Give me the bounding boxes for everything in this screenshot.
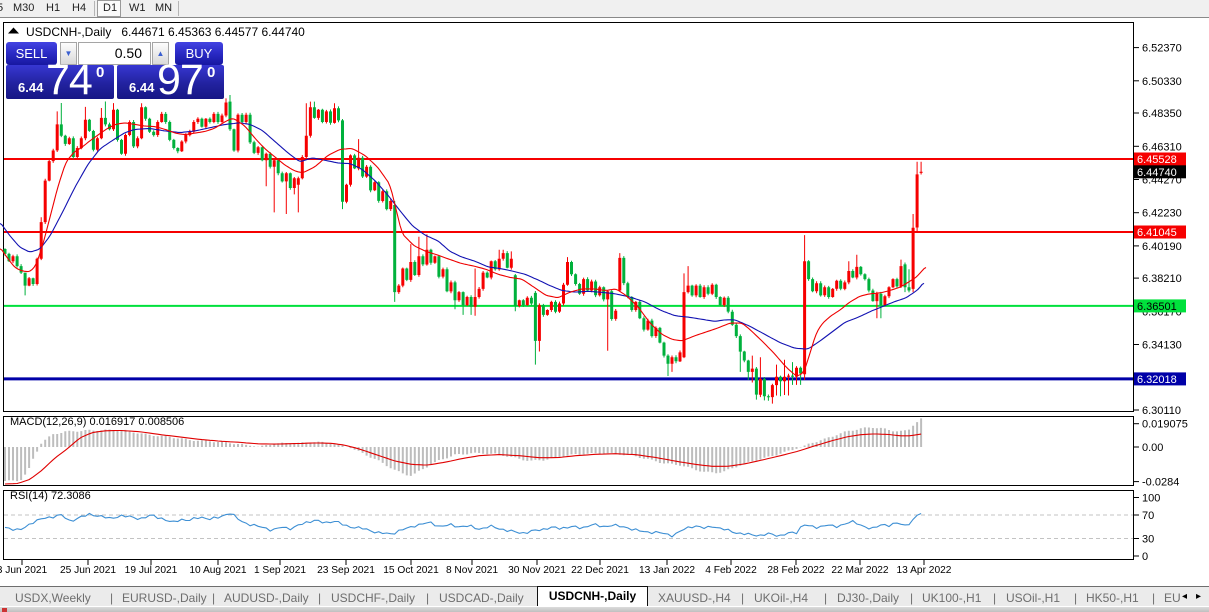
svg-text:13 Apr 2022: 13 Apr 2022: [897, 565, 952, 576]
svg-text:70: 70: [1142, 510, 1154, 522]
svg-text:6.40190: 6.40190: [1142, 241, 1182, 253]
svg-text:MACD(12,26,9) 0.016917 0.00850: MACD(12,26,9) 0.016917 0.008506: [10, 416, 184, 428]
svg-text:28 Feb 2022: 28 Feb 2022: [767, 565, 825, 576]
svg-text:6.38210: 6.38210: [1142, 273, 1182, 285]
svg-text:100: 100: [1142, 493, 1160, 505]
svg-text:3 Jun 2021: 3 Jun 2021: [0, 565, 48, 576]
svg-text:6.32018: 6.32018: [1137, 374, 1177, 386]
svg-text:6.46310: 6.46310: [1142, 141, 1182, 153]
svg-text:6.41045: 6.41045: [1137, 227, 1177, 239]
svg-text:USDCNH-,Daily 6.44671 6.4536: USDCNH-,Daily 6.44671 6.45363 6.44577 6.…: [26, 25, 305, 39]
svg-text:6.36501: 6.36501: [1137, 301, 1177, 313]
svg-text:0.019075: 0.019075: [1142, 419, 1188, 431]
svg-text:25 Jun 2021: 25 Jun 2021: [60, 565, 116, 576]
svg-text:6.30110: 6.30110: [1142, 405, 1181, 417]
svg-text:RSI(14) 72.3086: RSI(14) 72.3086: [10, 490, 91, 502]
svg-text:13 Jan 2022: 13 Jan 2022: [639, 565, 695, 576]
svg-text:30: 30: [1142, 534, 1154, 546]
svg-text:22 Mar 2022: 22 Mar 2022: [831, 565, 889, 576]
svg-text:15 Oct 2021: 15 Oct 2021: [383, 565, 439, 576]
svg-text:0.00: 0.00: [1142, 442, 1163, 454]
svg-text:30 Nov 2021: 30 Nov 2021: [508, 565, 566, 576]
svg-text:19 Jul 2021: 19 Jul 2021: [125, 565, 178, 576]
svg-text:6.52370: 6.52370: [1142, 43, 1182, 55]
svg-text:22 Dec 2021: 22 Dec 2021: [571, 565, 629, 576]
svg-text:4 Feb 2022: 4 Feb 2022: [705, 565, 757, 576]
svg-text:6.48350: 6.48350: [1142, 108, 1182, 120]
svg-text:-0.0284: -0.0284: [1142, 477, 1179, 489]
svg-text:6.44740: 6.44740: [1137, 167, 1177, 179]
svg-text:10 Aug 2021: 10 Aug 2021: [189, 565, 247, 576]
svg-text:6.50330: 6.50330: [1142, 76, 1182, 88]
svg-text:8 Nov 2021: 8 Nov 2021: [446, 565, 498, 576]
svg-text:6.45528: 6.45528: [1137, 154, 1177, 166]
svg-text:6.34130: 6.34130: [1142, 340, 1182, 352]
svg-text:6.42230: 6.42230: [1142, 208, 1182, 220]
svg-text:1 Sep 2021: 1 Sep 2021: [254, 565, 306, 576]
svg-text:23 Sep 2021: 23 Sep 2021: [317, 565, 375, 576]
svg-text:0: 0: [1142, 551, 1148, 563]
